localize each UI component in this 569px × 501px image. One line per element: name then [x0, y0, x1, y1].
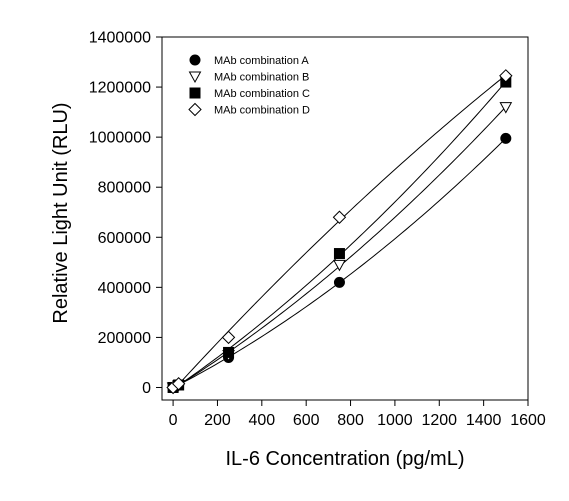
- legend-label: MAb combination B: [214, 72, 309, 84]
- y-tick-label: 0: [142, 380, 151, 397]
- legend-label: MAb combination C: [214, 88, 310, 100]
- x-tick-label: 1200: [421, 412, 457, 429]
- data-point: [332, 210, 347, 224]
- y-tick-label: 1000000: [89, 130, 151, 147]
- fit-line: [172, 106, 507, 390]
- fit-line: [172, 74, 507, 391]
- data-point: [333, 259, 346, 272]
- x-tick-label: 800: [337, 412, 364, 429]
- data-point: [223, 346, 235, 358]
- legend-label: MAb combination D: [214, 105, 310, 117]
- y-axis-title: Relative Light Unit (RLU): [50, 102, 72, 323]
- x-tick-label: 1600: [510, 412, 546, 429]
- y-tick-label: 1400000: [89, 30, 151, 47]
- legend-label: MAb combination A: [214, 55, 309, 67]
- x-tick-label: 0: [169, 412, 178, 429]
- y-tick-label: 800000: [98, 180, 151, 197]
- x-tick-label: 200: [204, 412, 231, 429]
- y-tick-label: 400000: [98, 280, 151, 297]
- data-point: [499, 102, 513, 114]
- x-tick-label: 400: [248, 412, 275, 429]
- x-tick-label: 1400: [466, 412, 502, 429]
- data-point: [333, 276, 345, 288]
- y-tick-label: 200000: [98, 330, 151, 347]
- fit-line: [172, 81, 507, 390]
- data-point: [499, 69, 513, 83]
- data-point: [333, 248, 345, 260]
- x-tick-label: 600: [293, 412, 320, 429]
- plot-frame: [161, 36, 529, 401]
- y-tick-label: 1200000: [89, 80, 151, 97]
- legend-marker: [188, 102, 202, 117]
- legend-marker: [189, 87, 201, 99]
- data-point: [500, 132, 512, 144]
- x-tick-label: 1000: [377, 412, 413, 429]
- x-axis-title: IL-6 Concentration (pg/mL): [225, 448, 464, 470]
- legend-marker: [188, 71, 202, 84]
- legend-marker: [189, 54, 201, 66]
- data-point: [171, 377, 186, 391]
- data-point: [221, 330, 236, 345]
- y-tick-label: 600000: [98, 230, 151, 247]
